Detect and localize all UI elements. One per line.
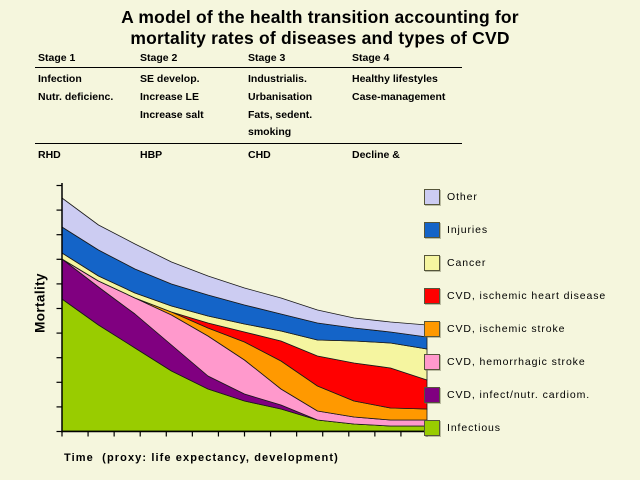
legend-swatch-cvd-ischemic-stroke [424,320,440,337]
legend-item: Cancer [424,246,640,279]
legend-item: Injuries [424,213,640,246]
chart-legend: Other Injuries Cancer CVD, ischemic hear… [424,180,640,444]
stage-table: Stage 1 Infection Nutr. deficienc. RHD S… [35,52,464,170]
legend-item: CVD, hemorrhagic stroke [424,345,640,378]
legend-swatch-injuries [424,221,440,238]
table-divider-top [35,67,462,68]
legend-label: CVD, ischemic stroke [447,322,566,335]
stage-footer: RHD [38,149,61,161]
stage-header: Stage 3 [248,52,286,64]
stage-footer: CHD [248,149,271,161]
stage-cell: Increase salt [140,109,204,121]
legend-item: Other [424,180,640,213]
stage-cell: smoking [248,126,292,138]
legend-label: Other [447,190,478,203]
stage-cell: Increase LE [140,91,199,103]
legend-swatch-cvd-hemorrhagic-stroke [424,353,440,370]
stage-header: Stage 2 [140,52,178,64]
stage-cell: Healthy lifestyles [352,73,438,85]
legend-swatch-infectious [424,419,440,436]
legend-swatch-cvd-ischemic-heart-disease [424,287,440,304]
stage-cell: Industrialis. [248,73,307,85]
legend-label: Cancer [447,256,487,269]
legend-label: CVD, hemorrhagic stroke [447,355,586,368]
legend-swatch-cancer [424,254,440,271]
legend-label: Injuries [447,223,489,236]
legend-item: CVD, ischemic stroke [424,312,640,345]
legend-swatch-cvd-infect-nutr-cardiom [424,386,440,403]
stage-cell: Infection [38,73,82,85]
legend-label: Infectious [447,421,501,434]
stage-cell: SE develop. [140,73,200,85]
y-axis-label: Mortality [32,273,48,333]
legend-item: CVD, ischemic heart disease [424,279,640,312]
legend-item: Infectious [424,411,640,444]
page-title: A model of the health transition account… [0,7,640,49]
legend-swatch-other [424,188,440,205]
stage-footer: Decline & [352,149,400,161]
title-line-1: A model of the health transition account… [121,7,519,27]
stage-cell: Nutr. deficienc. [38,91,114,103]
stage-header: Stage 1 [38,52,76,64]
stage-cell: Fats, sedent. [248,109,313,121]
stage-cell: Urbanisation [248,91,313,103]
legend-label: CVD, infect/nutr. cardiom. [447,388,591,401]
stage-header: Stage 4 [352,52,390,64]
legend-item: CVD, infect/nutr. cardiom. [424,378,640,411]
stage-cell: Case-management [352,91,446,103]
table-divider-bottom [35,143,462,144]
title-line-2: mortality rates of diseases and types of… [130,28,510,48]
stage-footer: HBP [140,149,163,161]
legend-label: CVD, ischemic heart disease [447,289,607,302]
x-axis-label: Time (proxy: life expectancy, developmen… [64,452,339,464]
